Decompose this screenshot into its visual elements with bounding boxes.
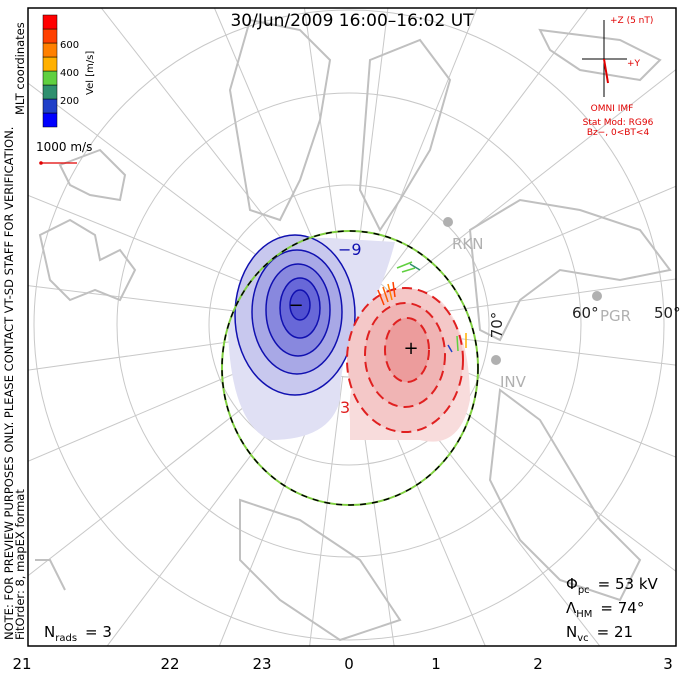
- radar-marker-pgr: [592, 291, 602, 301]
- coastline: [35, 559, 66, 591]
- lat-label-70: 70°: [488, 312, 506, 339]
- colorbar-swatch: [42, 28, 58, 44]
- mlt-meridian: [213, 8, 330, 278]
- imf-vector: [603, 58, 609, 84]
- fit-order-note: FitOrder: 8, mapEX format: [13, 489, 27, 640]
- positive-contour-label: 3: [340, 398, 350, 417]
- imf-condition: Bz−, 0<BT<4: [587, 128, 650, 138]
- negative-contour-label: −9: [338, 240, 362, 259]
- mlt-tick-label: 3: [663, 655, 673, 673]
- mlt-tick-label: 0: [344, 655, 354, 673]
- radar-count: Nrads = 3: [44, 623, 112, 644]
- lat-label-60: 60°: [572, 304, 599, 322]
- velocity-colorbar: [42, 14, 58, 128]
- coastline: [538, 28, 662, 82]
- radar-label-inv: INV: [500, 373, 527, 391]
- mlt-meridian: [368, 8, 478, 277]
- mlt-meridian: [303, 8, 343, 274]
- colorbar-swatch: [42, 98, 58, 114]
- mlt-meridian: [309, 376, 344, 646]
- scale-vector-origin: [39, 161, 43, 165]
- velocity-vectors: [377, 261, 467, 353]
- preview-note: NOTE: FOR PREVIEW PURPOSES ONLY. PLEASE …: [2, 127, 16, 640]
- coastline: [468, 198, 672, 342]
- mlt-meridian: [396, 185, 676, 306]
- negative-contours: [234, 234, 356, 396]
- imf-y-label: +Y: [627, 59, 641, 69]
- heppner-maynard-boundary: [221, 230, 479, 506]
- potential-pattern: − + −9 3: [221, 230, 479, 506]
- potential-min-marker: −: [288, 295, 303, 316]
- radar-sites: RKN PGR INV: [443, 217, 631, 391]
- colorbar-ticks: 200 400 600: [60, 40, 79, 107]
- imf-z-label: +Z (5 nT): [610, 16, 653, 26]
- mlt-tick-label: 2: [533, 655, 543, 673]
- coastline: [358, 38, 452, 232]
- scale-vector-label: 1000 m/s: [36, 140, 92, 154]
- colorbar-swatch: [42, 14, 58, 30]
- vector-count: Nvc = 21: [566, 623, 633, 644]
- coordinate-system-note: MLT coordinates: [13, 22, 27, 115]
- radar-label-pgr: PGR: [600, 307, 631, 325]
- coastline: [239, 498, 402, 642]
- potential-max-marker: +: [403, 338, 418, 359]
- latitude-labels: 70° 60° 50°: [488, 304, 680, 338]
- coastlines: [35, 18, 672, 642]
- lat-circle-60: [116, 92, 582, 558]
- lat-circle-50: [33, 9, 665, 641]
- coastline: [38, 218, 137, 302]
- imf-model: Stat Mod: RG96: [583, 118, 654, 128]
- radar-marker-inv: [491, 355, 501, 365]
- mlt-meridian: [389, 69, 676, 294]
- lat-label-50: 50°: [654, 304, 680, 322]
- colorbar-tick: 200: [60, 96, 79, 107]
- mlt-tick-label: 21: [12, 655, 31, 673]
- colorbar-swatch: [42, 56, 58, 72]
- positive-contours: [346, 287, 464, 433]
- mlt-meridian: [354, 8, 389, 274]
- coastline: [228, 18, 332, 222]
- mlt-axis: 21 22 23 0 1 2 3: [12, 655, 672, 673]
- imf-source: OMNI IMF: [591, 104, 634, 114]
- coastline: [488, 388, 642, 602]
- plot-frame: [27, 7, 677, 647]
- radar-label-rkn: RKN: [452, 235, 483, 253]
- radar-marker-rkn: [443, 217, 453, 227]
- mlt-meridian: [379, 8, 589, 284]
- stats: Φpc = 53 kV ΛHM = 74° Nvc = 21 Nrads = 3: [44, 575, 659, 644]
- map-title: 30/Jun/2009 16:00–16:02 UT: [230, 11, 474, 31]
- mlt-tick-label: 1: [431, 655, 441, 673]
- mlt-tick-label: 23: [252, 655, 271, 673]
- colorbar-swatch: [42, 70, 58, 86]
- colorbar-tick: 400: [60, 68, 79, 79]
- polar-cap-potential: Φpc = 53 kV: [566, 575, 659, 596]
- coastline: [58, 148, 127, 202]
- colorbar-swatch: [42, 84, 58, 100]
- colorbar-swatch: [42, 42, 58, 58]
- lat-circle-70: [208, 184, 490, 466]
- hm-boundary-latitude: ΛHM = 74°: [566, 599, 644, 620]
- colorbar-label: Vel [m/s]: [85, 51, 96, 95]
- mlt-tick-label: 22: [160, 655, 179, 673]
- imf-indicator: +Z (5 nT) +Y OMNI IMF Stat Mod: RG96 Bz−…: [582, 16, 654, 138]
- colorbar-swatch: [42, 112, 58, 128]
- colorbar-tick: 600: [60, 40, 79, 51]
